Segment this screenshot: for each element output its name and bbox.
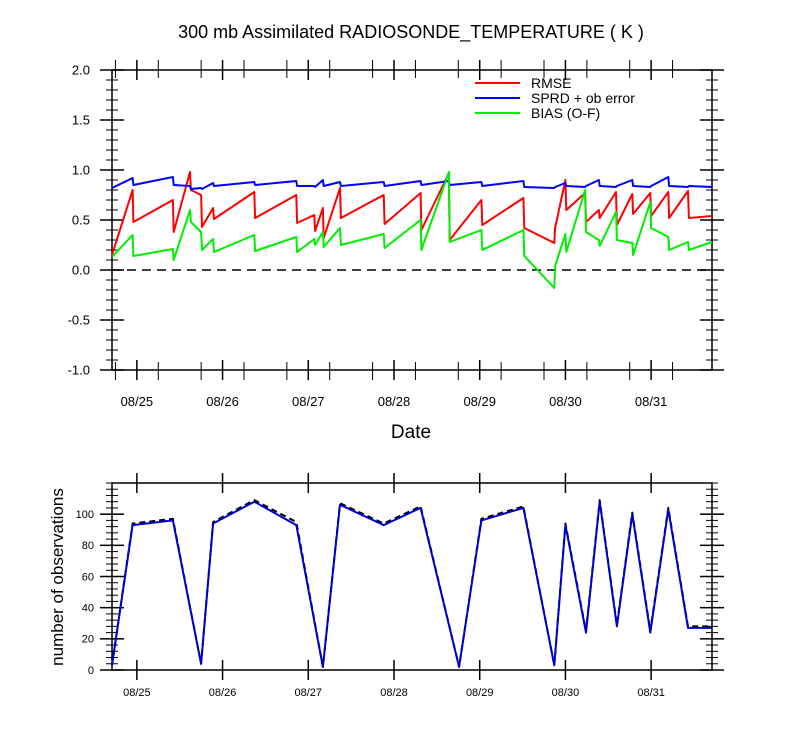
y-axis-label: number of observations <box>48 488 67 666</box>
y-tick-label: -1.0 <box>68 363 90 378</box>
bottom-plot-area: 08/25 08/26 08/27 08/28 08/29 08/30 08/31 0 20 40… <box>76 473 724 699</box>
x-tick-label: 08/26 <box>209 687 237 699</box>
x-tick-label: 08/30 <box>552 687 580 699</box>
y-tick-label: 0.0 <box>72 263 90 278</box>
y-tick-label: 60 <box>82 571 94 583</box>
y-tick-label: 1.0 <box>72 163 90 178</box>
series-line-rmse <box>111 171 713 256</box>
y-tick-label: -0.5 <box>68 313 90 328</box>
x-tick-label: 08/29 <box>466 687 494 699</box>
x-tick-label: 08/28 <box>380 687 408 699</box>
y-tick-label: 0 <box>88 665 94 677</box>
x-tick-label: 08/26 <box>206 394 239 409</box>
x-tick-label: 08/25 <box>123 687 151 699</box>
series-line-assimilated <box>111 500 712 668</box>
x-axis-label: Date <box>391 422 431 443</box>
x-tick-label: 08/27 <box>292 394 325 409</box>
legend-label: RMSE <box>531 75 571 91</box>
y-tick-label: 1.5 <box>72 113 90 128</box>
top-plot-area: 08/25 08/26 08/27 08/28 08/29 08/30 08/31 2.0 1.… <box>68 60 724 409</box>
y-tick-label: 40 <box>82 603 94 615</box>
x-tick-label: 08/30 <box>549 394 582 409</box>
x-tick-label: 08/25 <box>121 394 154 409</box>
x-tick-label: 08/31 <box>635 394 668 409</box>
y-tick-label: 100 <box>76 509 94 521</box>
x-tick-label: 08/27 <box>295 687 323 699</box>
legend-label: SPRD + ob error <box>531 90 635 106</box>
y-tick-label: 2.0 <box>72 63 90 78</box>
chart-title: 300 mb Assimilated RADIOSONDE_TEMPERATUR… <box>178 22 644 43</box>
x-tick-label: 08/28 <box>378 394 411 409</box>
x-tick-label: 08/31 <box>637 687 665 699</box>
series-line-sprd-ob-error <box>111 176 713 190</box>
x-tick-label: 08/29 <box>463 394 496 409</box>
y-tick-label: 80 <box>82 540 94 552</box>
y-tick-label: 20 <box>82 634 94 646</box>
series-line-bias-o-f <box>111 171 713 289</box>
y-tick-label: 0.5 <box>72 213 90 228</box>
legend-label: BIAS (O-F) <box>531 105 600 121</box>
